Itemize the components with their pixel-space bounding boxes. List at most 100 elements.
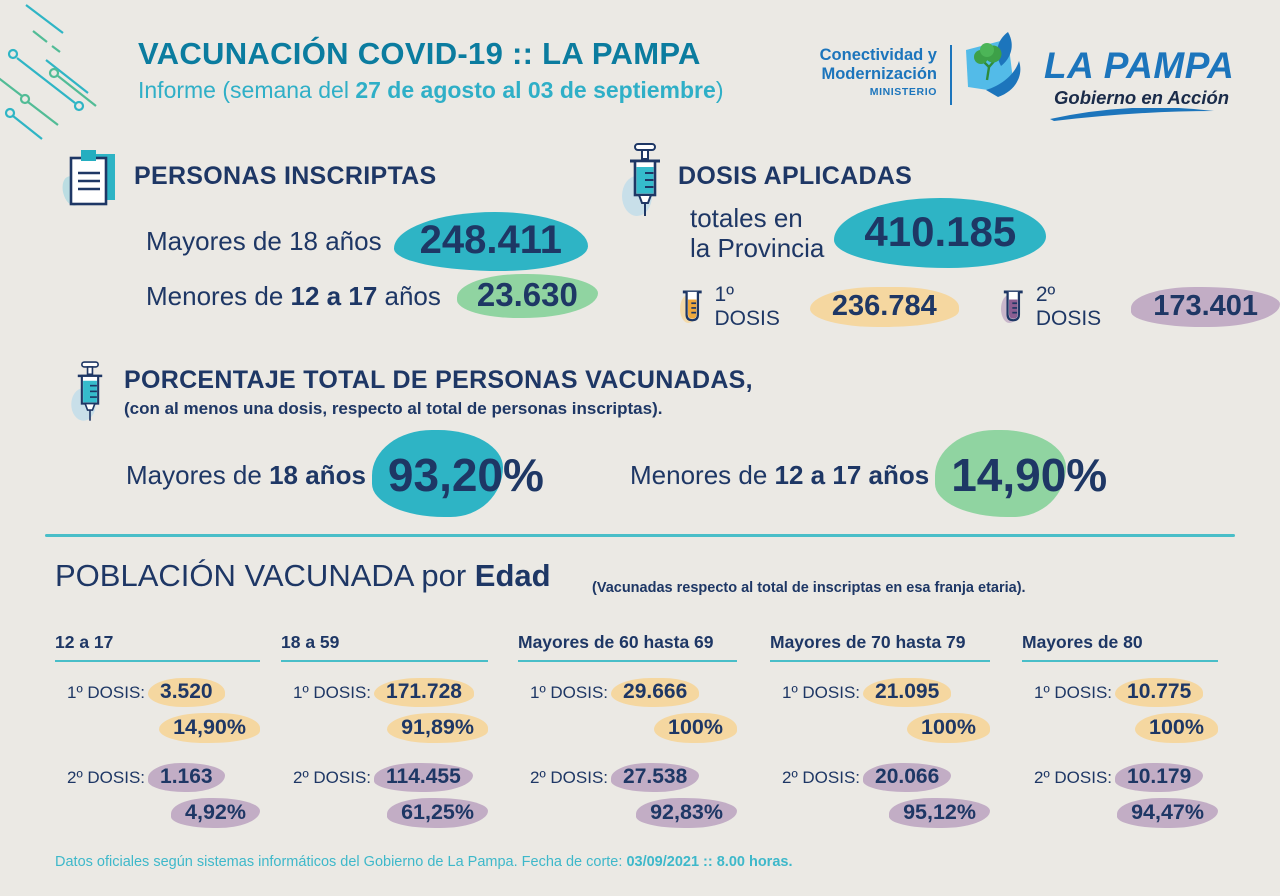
porcentaje-over18-group: Mayores de 18 años 93,20% <box>126 430 548 518</box>
corner-lines-decoration-icon <box>0 4 97 140</box>
dose2-line: 2º DOSIS: 20.066 <box>782 763 990 792</box>
dose2-percent: 95,12% <box>889 798 990 828</box>
dose2-prefix: 2º DOSIS: <box>67 768 146 787</box>
porcentaje-section-note: (con al menos una dosis, respecto al tot… <box>124 399 663 418</box>
dose2-percent-line: 95,12% <box>770 798 990 828</box>
ministry-line2: Modernización <box>821 64 937 83</box>
dose1-prefix: 1º DOSIS: <box>782 683 861 702</box>
inscriptas-over18-row: Mayores de 18 años 248.411 <box>146 212 588 271</box>
dose1-prefix: 1º DOSIS: <box>293 683 372 702</box>
label-age: 18 años <box>269 459 366 490</box>
dose1-value: 3.520 <box>148 678 225 707</box>
la-pampa-province-logo-icon <box>966 32 1021 97</box>
dose2-prefix: 2º DOSIS: <box>1034 768 1113 787</box>
age-column-12-17: 12 a 17 1º DOSIS: 3.520 14,90% 2º DOSIS: 1… <box>55 632 260 828</box>
subtitle-date-range: 27 de agosto al 03 de septiembre <box>355 77 716 103</box>
title-light: POBLACIÓN VACUNADA por <box>55 558 475 593</box>
inscriptas-section-title: PERSONAS INSCRIPTAS <box>134 162 437 190</box>
inscriptas-12to17-value: 23.630 <box>456 274 598 318</box>
label-age: 12 a 17 años <box>774 459 930 490</box>
footer-text: Datos oficiales según sistemas informáti… <box>55 854 627 870</box>
dose1-line: 1º DOSIS: 10.775 <box>1034 678 1218 707</box>
dose1-prefix: 1º DOSIS: <box>67 683 146 702</box>
porcentaje-over18-value: 93,20% <box>371 430 548 518</box>
dose1-percent-line: 14,90% <box>55 713 260 743</box>
dose2-prefix: 2º DOSIS: <box>782 768 861 787</box>
porcentaje-12to17-group: Menores de 12 a 17 años 14,90% <box>630 430 1111 518</box>
inscriptas-12to17-row: Menores de 12 a 17 años 23.630 <box>146 274 598 318</box>
age-column-header: Mayores de 60 hasta 69 <box>518 632 737 662</box>
dose2-percent: 61,25% <box>387 798 488 828</box>
dosis-total-label: totales en la Provincia <box>690 203 824 263</box>
dose1-value: 236.784 <box>809 287 959 327</box>
dose2-line: 2º DOSIS: 27.538 <box>530 763 737 792</box>
dose1-percent: 100% <box>1135 713 1218 743</box>
age-column-header: 18 a 59 <box>281 632 488 662</box>
dose1-prefix: 1º DOSIS: <box>530 683 609 702</box>
footer-cutoff-date: 03/09/2021 :: 8.00 horas. <box>626 854 793 870</box>
dose2-percent-line: 4,92% <box>55 798 260 828</box>
dose2-prefix: 2º DOSIS: <box>530 768 609 787</box>
dose1-value: 10.775 <box>1115 678 1204 707</box>
dose2-prefix: 2º DOSIS: <box>293 768 372 787</box>
header-divider <box>950 45 952 105</box>
dosis-section-title: DOSIS APLICADAS <box>678 162 913 190</box>
vial-dose2-icon <box>1001 290 1024 324</box>
dose1-line: 1º DOSIS: 21.095 <box>782 678 990 707</box>
dose2-line: 2º DOSIS: 114.455 <box>293 763 488 792</box>
dose2-percent-line: 94,47% <box>1022 798 1218 828</box>
footer-note: Datos oficiales según sistemas informáti… <box>55 854 793 870</box>
porcentaje-12to17-label: Menores de 12 a 17 años <box>630 460 929 491</box>
government-tagline: Gobierno en Acción <box>1054 87 1230 108</box>
label-age-range: 12 a 17 <box>290 280 378 311</box>
age-column-header: Mayores de 80 <box>1022 632 1218 662</box>
poblacion-section-title: POBLACIÓN VACUNADA por Edad <box>55 558 551 594</box>
government-brand-name: LA PAMPA <box>1044 45 1235 86</box>
porcentaje-section-title: PORCENTAJE TOTAL DE PERSONAS VACUNADAS, <box>124 366 753 394</box>
age-column-70-79: Mayores de 70 hasta 79 1º DOSIS: 21.095 1… <box>770 632 990 828</box>
tagline-swoosh-icon <box>1050 108 1214 121</box>
dose1-percent-line: 100% <box>1022 713 1218 743</box>
dosis-total-value: 410.185 <box>834 198 1047 268</box>
dose1-prefix: 1º DOSIS: <box>1034 683 1113 702</box>
syringe-icon <box>622 143 660 216</box>
dose1-line: 1º DOSIS: 3.520 <box>67 678 260 707</box>
ministry-line1: Conectividad y <box>819 46 937 64</box>
dose2-value: 114.455 <box>374 763 473 792</box>
vial-dose1-icon <box>680 290 702 324</box>
dose1-value: 171.728 <box>374 678 474 707</box>
age-column-header: 12 a 17 <box>55 632 260 662</box>
dose2-line: 2º DOSIS: 10.179 <box>1034 763 1218 792</box>
dose2-percent-line: 92,83% <box>518 798 737 828</box>
total-label-line2: la Provincia <box>690 233 825 263</box>
dose1-label: 1º DOSIS <box>714 283 780 330</box>
dose2-percent: 94,47% <box>1117 798 1218 828</box>
dose1-line: 1º DOSIS: 171.728 <box>293 678 488 707</box>
dose1-percent-line: 100% <box>518 713 737 743</box>
report-subtitle: Informe (semana del 27 de agosto al 03 d… <box>138 77 723 104</box>
dose1-value: 21.095 <box>863 678 952 707</box>
dosis-total-row: totales en la Provincia 410.185 <box>690 198 1047 268</box>
dose2-value: 20.066 <box>863 763 952 792</box>
inscriptas-over18-label: Mayores de 18 años <box>146 226 382 256</box>
age-column-60-69: Mayores de 60 hasta 69 1º DOSIS: 29.666 1… <box>518 632 737 828</box>
dose2-percent: 92,83% <box>636 798 737 828</box>
dose2-value: 173.401 <box>1131 287 1280 327</box>
age-column-header: Mayores de 70 hasta 79 <box>770 632 990 662</box>
dose2-percent-line: 61,25% <box>281 798 488 828</box>
dose1-percent: 14,90% <box>159 713 260 743</box>
label-pre: Menores de <box>146 280 291 311</box>
dose1-line: 1º DOSIS: 29.666 <box>530 678 737 707</box>
dose2-value: 27.538 <box>611 763 700 792</box>
poblacion-section-note: (Vacunadas respecto al total de inscript… <box>592 580 1026 596</box>
section-divider <box>45 534 1235 537</box>
title-bold: Edad <box>474 558 551 593</box>
clipboard-icon <box>62 150 115 206</box>
porcentaje-over18-label: Mayores de 18 años <box>126 460 366 491</box>
dose1-percent: 100% <box>654 713 737 743</box>
ministry-block: Conectividad y Modernización MINISTERIO <box>793 46 937 99</box>
dose-breakdown-row: 1º DOSIS 236.784 2º DOSIS 173.401 <box>680 283 1280 331</box>
dose2-line: 2º DOSIS: 1.163 <box>67 763 260 792</box>
age-column-80-plus: Mayores de 80 1º DOSIS: 10.775 100% 2º DO… <box>1022 632 1218 828</box>
